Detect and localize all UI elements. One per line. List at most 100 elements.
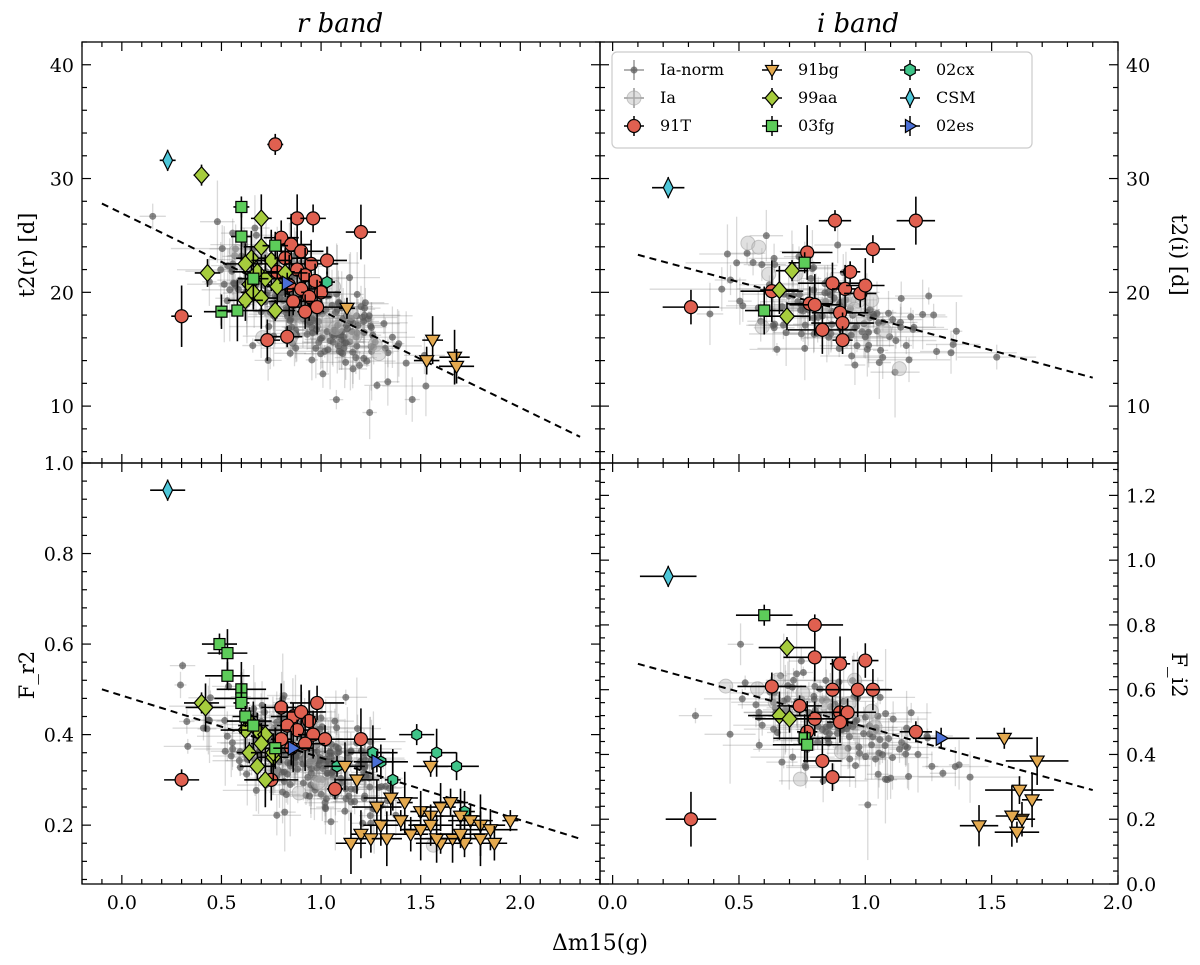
91T-point — [683, 300, 699, 315]
ia-norm-point — [822, 728, 830, 736]
series-CSM — [159, 149, 176, 172]
ia-norm-point — [993, 353, 1001, 361]
ia-norm-point — [252, 231, 260, 239]
03fg-point — [221, 669, 234, 682]
ia-norm-point — [848, 352, 856, 360]
ia-norm-point — [885, 734, 893, 742]
ia-norm-point — [771, 320, 779, 328]
series-02es — [273, 724, 395, 773]
ia-norm-point — [858, 328, 866, 336]
ia-norm-point — [176, 681, 184, 689]
91bg-point — [442, 797, 459, 811]
ia-norm-point — [755, 708, 763, 716]
ia-norm-point — [863, 345, 871, 353]
91T-point — [792, 698, 807, 713]
ia-norm-point — [408, 396, 416, 404]
ia-norm-point — [814, 313, 822, 321]
ia-norm-point — [281, 808, 289, 816]
plot-area-0 — [101, 133, 581, 440]
series-02es — [279, 272, 296, 294]
99aa-point — [253, 237, 270, 257]
ia-norm-point — [875, 359, 883, 367]
99aa-point — [253, 209, 270, 228]
ia-norm-point — [876, 736, 884, 744]
ia-norm-point — [388, 333, 396, 341]
ia-norm-point — [381, 344, 389, 352]
y-tick-label: 40 — [50, 55, 74, 77]
91T-point — [298, 736, 313, 751]
legend-entry-99aa: 99aa — [762, 88, 838, 108]
series-91bg — [959, 727, 1069, 847]
ia-norm-point — [360, 317, 368, 325]
91bg-point — [996, 732, 1013, 747]
ia-norm-point — [317, 350, 325, 358]
ia-point — [867, 719, 883, 735]
ia-norm-point — [292, 344, 300, 352]
ia-point — [371, 346, 387, 362]
91T-point — [815, 753, 830, 769]
03fg-point — [239, 710, 252, 723]
ia-norm-point — [373, 381, 381, 389]
03fg-point — [801, 738, 814, 751]
91T-point — [815, 322, 830, 337]
02es-point — [281, 275, 296, 292]
ia-norm-point — [286, 317, 294, 325]
ia-norm-point — [337, 331, 345, 339]
ia-norm-point — [332, 308, 340, 316]
ia-norm-point — [203, 725, 211, 733]
91T-point — [286, 294, 301, 309]
ylabel-t2r: t2(r) [d] — [15, 213, 39, 298]
ia-norm-point — [736, 297, 744, 305]
legend-entry-02es: 02es — [900, 116, 974, 136]
ia-norm-point — [810, 692, 818, 700]
91T-point — [807, 650, 822, 665]
ia-norm-point — [797, 330, 805, 338]
91bg-point — [372, 819, 389, 834]
ia-norm-point — [223, 732, 231, 740]
91T-point — [764, 679, 779, 694]
ia-norm-point — [892, 337, 900, 345]
91T-point — [294, 704, 309, 720]
legend-label: Ia — [660, 88, 676, 107]
ia-norm-point — [243, 770, 251, 778]
y-tick-label: 40 — [1126, 55, 1150, 77]
ia-norm-point — [876, 693, 884, 701]
y-tick-label: 0.4 — [1126, 744, 1156, 766]
ia-norm-point — [308, 356, 316, 364]
ia-norm-point — [770, 254, 778, 262]
91T-point — [298, 304, 313, 319]
ylabel-t2i: t2(i) [d] — [1167, 214, 1191, 295]
ia-point — [291, 785, 307, 801]
ia-norm-point — [847, 331, 855, 339]
ia-norm-point — [873, 327, 881, 335]
91T-point — [835, 333, 850, 348]
03fg-point — [213, 637, 226, 651]
91bg-point — [452, 828, 469, 843]
99aa-point — [237, 290, 254, 310]
91bg-point — [422, 819, 439, 834]
91T-point — [832, 656, 848, 671]
ia-norm-point — [834, 241, 842, 249]
plot-area-3 — [637, 565, 1093, 861]
y-tick-label: 30 — [50, 169, 74, 191]
fit-line — [637, 253, 1093, 379]
ia-norm-point — [919, 311, 927, 319]
ia-norm-point — [149, 212, 157, 220]
ia-norm-point — [305, 792, 313, 800]
91bg-point — [362, 833, 379, 847]
ia-norm-point — [310, 755, 318, 763]
x-tick-label: 2.0 — [1103, 892, 1133, 914]
91T-point — [683, 812, 699, 827]
CSM-point — [662, 565, 674, 588]
legend-marker-Ia-norm — [630, 66, 638, 74]
99aa-point — [193, 165, 210, 185]
91T-point — [353, 224, 369, 240]
ia-norm-point — [227, 752, 235, 760]
ia-norm-point — [218, 245, 226, 253]
ia-point — [833, 744, 849, 760]
y-axis-1: 10 20 30 40 — [600, 41, 1150, 453]
series-CSM — [639, 565, 697, 588]
ia-point — [864, 703, 880, 719]
ia-point — [816, 695, 832, 711]
panel-frame — [599, 462, 1119, 885]
